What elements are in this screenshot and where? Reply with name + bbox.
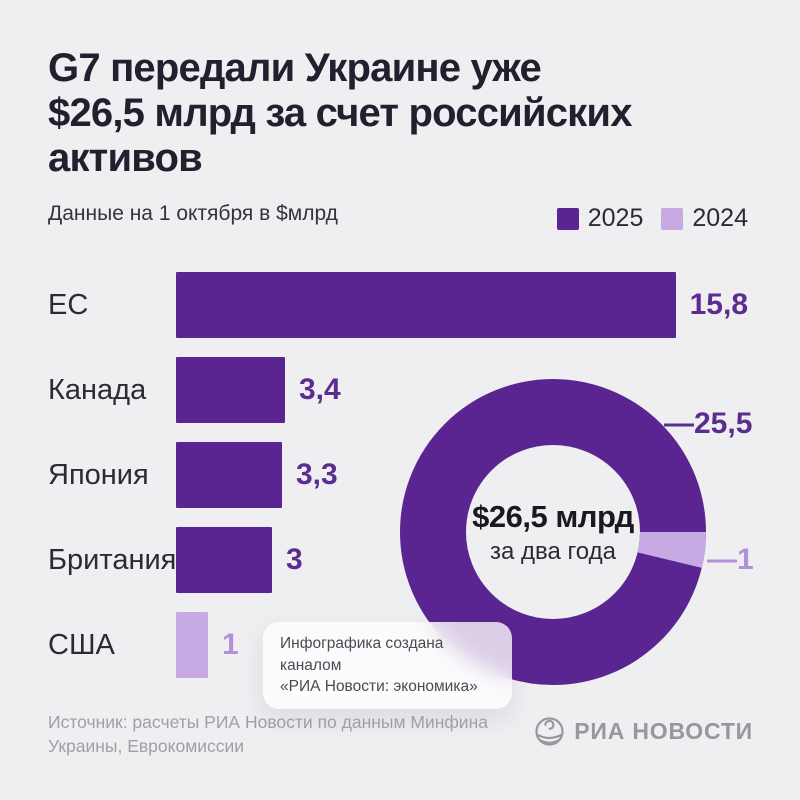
bar-value-label: 15,8 xyxy=(689,288,748,321)
legend-item-2025: 2025 xyxy=(556,204,644,233)
donut-chart xyxy=(400,379,706,685)
donut-callout-2025: —25,5 xyxy=(664,407,753,440)
bar-value-label: 1 xyxy=(222,628,239,661)
bar-category-label: Япония xyxy=(48,458,149,491)
bar-row: ЕС 15,8 xyxy=(48,272,748,338)
bar-row: Британия 3 xyxy=(48,527,748,593)
ria-logo-text: РИА НОВОСТИ xyxy=(574,718,753,744)
donut-segment-2024 xyxy=(400,379,706,685)
legend-item-2024: 2024 xyxy=(661,204,748,233)
bar-row: США 1 xyxy=(48,612,748,678)
bar-fill xyxy=(176,272,676,338)
bar-fill xyxy=(176,612,208,678)
credit-tooltip: Инфографика создана каналом «РИА Новости… xyxy=(263,622,512,710)
bar-value-label: 3,3 xyxy=(296,458,338,491)
bar-category-label: Канада xyxy=(48,373,147,406)
bar-value-label: 3,4 xyxy=(299,373,341,406)
bar-fill xyxy=(176,442,282,508)
bar-fill xyxy=(176,527,272,593)
legend: 2025 2024 xyxy=(556,204,748,233)
ria-novosti-logo: РИА НОВОСТИ xyxy=(534,716,753,747)
page-title: G7 передали Украине уже $26,5 млрд за сч… xyxy=(48,46,632,180)
legend-swatch xyxy=(556,207,579,230)
legend-label: 2025 xyxy=(587,204,644,232)
bar-fill xyxy=(176,357,285,423)
bar-category-label: США xyxy=(48,628,115,661)
bar-row: Канада 3,4 xyxy=(48,357,748,423)
legend-label: 2024 xyxy=(692,204,748,232)
bar-category-label: ЕС xyxy=(48,288,89,321)
bar-chart: ЕС 15,8 Канада 3,4 Япония 3,3 Британия 3 США 1 xyxy=(48,272,748,697)
bar-row: Япония 3,3 xyxy=(48,442,748,508)
bar-value-label: 3 xyxy=(286,543,303,576)
legend-swatch xyxy=(661,207,684,230)
ria-globe-icon xyxy=(535,717,564,746)
page-subtitle: Данные на 1 октября в $млрд xyxy=(48,202,338,225)
bar-category-label: Британия xyxy=(48,543,177,576)
donut-segment-2025 xyxy=(400,379,706,685)
source-note: Источник: расчеты РИА Новости по данным … xyxy=(48,712,488,756)
donut-callout-2024: —1 xyxy=(707,543,754,576)
